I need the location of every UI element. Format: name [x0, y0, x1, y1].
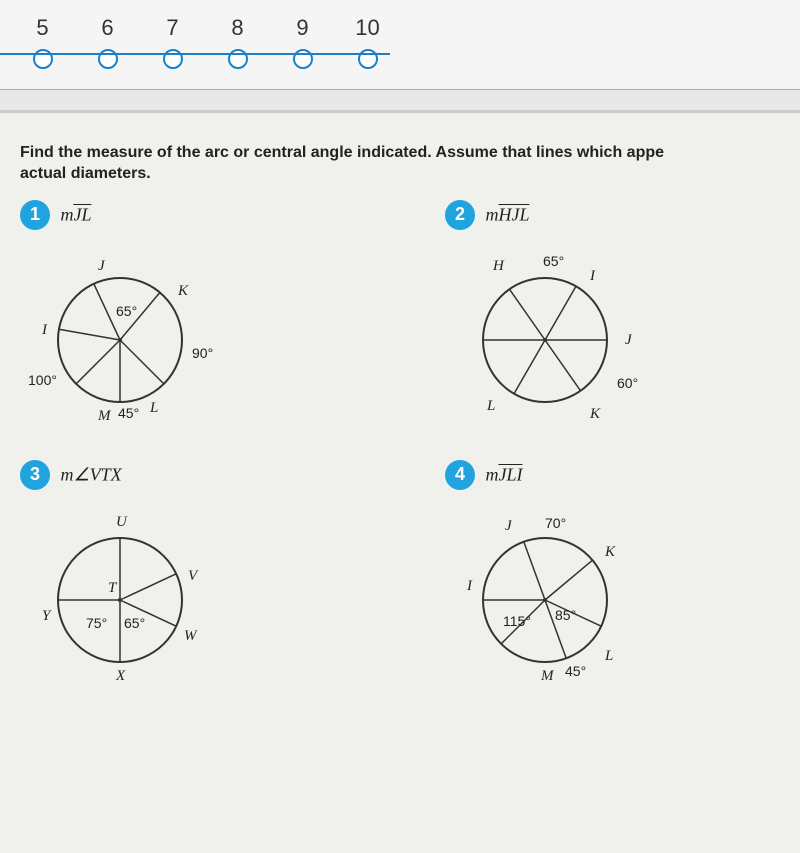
svg-text:100°: 100° [28, 372, 57, 388]
step-number: 9 [270, 15, 335, 41]
svg-text:M: M [97, 408, 112, 424]
svg-text:115°: 115° [503, 613, 531, 629]
step-item[interactable]: 5 [10, 15, 75, 69]
step-circle-icon [33, 49, 53, 69]
svg-text:X: X [115, 668, 126, 684]
svg-text:K: K [177, 283, 189, 299]
svg-text:H: H [492, 258, 505, 274]
problem-1: 1 mJL J K I L M 65° 90° 100° 45° [20, 200, 365, 440]
svg-text:70°: 70° [545, 515, 566, 531]
svg-text:85°: 85° [555, 607, 576, 623]
problem-badge[interactable]: 1 [20, 200, 50, 230]
svg-text:45°: 45° [118, 405, 139, 421]
step-number: 10 [335, 15, 400, 41]
svg-text:U: U [116, 514, 128, 530]
svg-text:T: T [108, 580, 118, 596]
svg-text:I: I [41, 322, 48, 338]
svg-text:I: I [466, 578, 473, 594]
problem-label: mHJL [485, 204, 529, 224]
circle-diagram-1: J K I L M 65° 90° 100° 45° [20, 240, 240, 440]
svg-text:90°: 90° [192, 345, 213, 361]
step-circle-icon [228, 49, 248, 69]
step-number: 6 [75, 15, 140, 41]
step-item[interactable]: 7 [140, 15, 205, 69]
step-circle-icon [358, 49, 378, 69]
step-item[interactable]: 6 [75, 15, 140, 69]
step-item[interactable]: 8 [205, 15, 270, 69]
step-connector-line [0, 53, 390, 55]
content-area: Find the measure of the arc or central a… [0, 113, 800, 853]
problem-label: mJL [60, 204, 91, 224]
svg-text:65°: 65° [543, 253, 564, 269]
problem-grid: 1 mJL J K I L M 65° 90° 100° 45° 2 mHJL H I J K L 65°… [20, 200, 790, 700]
svg-text:I: I [589, 268, 596, 284]
problem-label: mJLI [485, 464, 522, 484]
step-item[interactable]: 9 [270, 15, 335, 69]
svg-text:J: J [98, 258, 106, 274]
svg-text:V: V [188, 568, 199, 584]
circle-diagram-2: H I J K L 65° 60° [445, 240, 665, 440]
step-circle-icon [293, 49, 313, 69]
svg-text:J: J [625, 332, 633, 348]
circle-diagram-3: U V W X Y T 75° 65° [20, 500, 240, 700]
svg-text:75°: 75° [86, 615, 107, 631]
step-number: 8 [205, 15, 270, 41]
step-row: 5678910 [0, 15, 800, 69]
instruction-text: Find the measure of the arc or central a… [20, 143, 790, 185]
problem-badge[interactable]: 4 [445, 460, 475, 490]
step-circle-icon [98, 49, 118, 69]
step-number: 5 [10, 15, 75, 41]
prompt-line1: Find the measure of the arc or central a… [20, 144, 664, 161]
circle-diagram-4: J K I L M 70° 115° 85° 45° [445, 500, 665, 700]
svg-text:K: K [604, 544, 616, 560]
problem-4: 4 mJLI J K I L M 70° 115° 85° 45° [445, 460, 790, 700]
step-item[interactable]: 10 [335, 15, 400, 69]
svg-text:L: L [486, 398, 495, 414]
problem-label: m∠VTX [60, 464, 121, 484]
svg-text:W: W [184, 628, 198, 644]
svg-text:45°: 45° [565, 663, 586, 679]
step-navigation: 5678910 [0, 0, 800, 90]
problem-2: 2 mHJL H I J K L 65° 60° [445, 200, 790, 440]
svg-text:L: L [604, 648, 613, 664]
svg-text:L: L [149, 400, 158, 416]
problem-badge[interactable]: 3 [20, 460, 50, 490]
prompt-line2: actual diameters. [20, 165, 151, 182]
svg-text:65°: 65° [124, 615, 145, 631]
svg-text:65°: 65° [116, 303, 137, 319]
step-number: 7 [140, 15, 205, 41]
step-circle-icon [163, 49, 183, 69]
problem-badge[interactable]: 2 [445, 200, 475, 230]
svg-text:Y: Y [42, 608, 52, 624]
svg-text:J: J [505, 518, 513, 534]
problem-3: 3 m∠VTX U V W X Y T 75° 65° [20, 460, 365, 700]
svg-text:K: K [589, 406, 601, 422]
svg-text:60°: 60° [617, 375, 638, 391]
svg-text:M: M [540, 668, 555, 684]
